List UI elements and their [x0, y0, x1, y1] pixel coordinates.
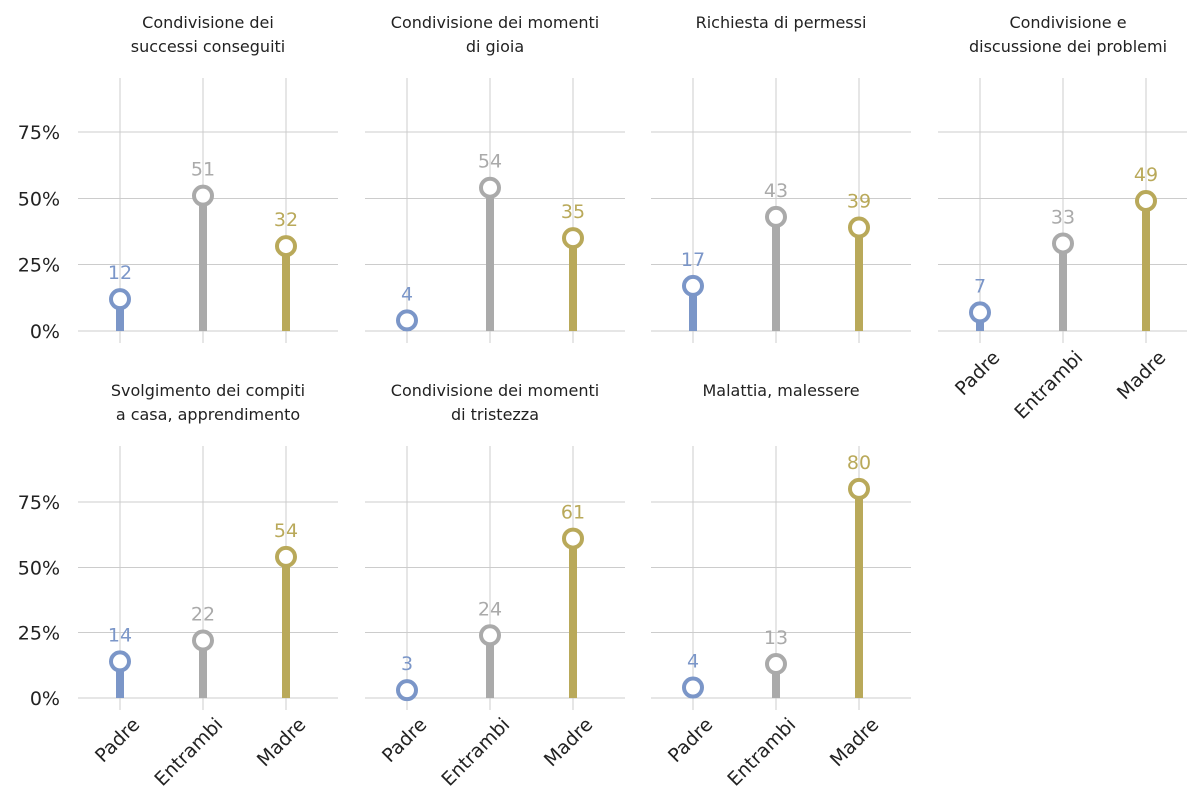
lollipop-stem [199, 640, 207, 698]
panel-title: successi conseguiti [131, 37, 285, 56]
x-tick-label: Padre [378, 714, 431, 767]
x-tick-label: Padre [951, 347, 1004, 400]
y-tick-label: 25% [18, 623, 60, 645]
panel-title: Malattia, malessere [702, 381, 859, 400]
lollipop-head [275, 235, 297, 258]
lollipop-stem [772, 664, 780, 698]
data-label: 35 [561, 201, 585, 223]
lollipop-stem [1059, 243, 1067, 331]
lollipop-stem [282, 556, 290, 698]
x-tick-label: Madre [253, 714, 310, 771]
data-label: 80 [847, 452, 871, 474]
panel-7: Malattia, malessere 4 13 80 Padre Entrambi Mad… [651, 381, 911, 791]
lollipop-stem [116, 661, 124, 698]
lollipop-stem [855, 488, 863, 698]
panel-1: Condivisione dei successi conseguiti 0% 25%… [18, 13, 338, 343]
lollipop-head [396, 679, 418, 702]
y-tick-label: 0% [30, 688, 60, 710]
data-label: 61 [561, 502, 585, 524]
data-label: 4 [687, 651, 699, 673]
lollipop-head [848, 216, 870, 239]
data-label: 7 [974, 275, 986, 297]
panel-title: di gioia [466, 37, 524, 56]
y-tick-label: 50% [18, 557, 60, 579]
lollipop-head [1052, 232, 1074, 255]
data-label: 14 [108, 624, 132, 646]
lollipop-stem [486, 187, 494, 331]
panel-title: a casa, apprendimento [116, 405, 300, 424]
lollipop-head [682, 274, 704, 297]
lollipop-head [1135, 189, 1157, 212]
y-tick-label: 0% [30, 321, 60, 343]
panel-title: discussione dei problemi [969, 37, 1167, 56]
lollipop-head [969, 301, 991, 324]
x-tick-label: Entrambi [723, 714, 800, 791]
x-tick-label: Padre [664, 714, 717, 767]
x-tick-label: Madre [540, 714, 597, 771]
lollipop-head [765, 205, 787, 228]
y-tick-label: 25% [18, 255, 60, 277]
lollipop-stem [855, 227, 863, 331]
lollipop-stem [1142, 200, 1150, 331]
data-label: 51 [191, 159, 215, 181]
lollipop-stem [116, 299, 124, 331]
data-label: 12 [108, 262, 132, 284]
lollipop-stem [486, 635, 494, 698]
panel-title: di tristezza [451, 405, 539, 424]
panel-4: Condivisione e discussione dei problemi 7 3… [938, 13, 1187, 424]
data-label: 43 [764, 180, 788, 202]
x-tick-label: Padre [91, 714, 144, 767]
y-tick-label: 75% [18, 492, 60, 514]
data-label: 22 [191, 604, 215, 626]
data-label: 17 [681, 249, 705, 271]
lollipop-stem [569, 538, 577, 698]
data-label: 49 [1134, 164, 1158, 186]
panel-title: Svolgimento dei compiti [111, 381, 305, 400]
x-tick-label: Madre [826, 714, 883, 771]
data-label: 3 [401, 653, 413, 675]
lollipop-head [275, 545, 297, 568]
panel-3: Richiesta di permessi 17 43 39 [651, 13, 911, 343]
data-label: 33 [1051, 206, 1075, 228]
lollipop-head [109, 288, 131, 311]
data-label: 39 [847, 191, 871, 213]
lollipop-head [479, 176, 501, 199]
panel-title: Richiesta di permessi [696, 13, 867, 32]
lollipop-head [562, 527, 584, 550]
lollipop-stem [689, 285, 697, 331]
lollipop-head [848, 477, 870, 500]
data-label: 24 [478, 598, 502, 620]
x-tick-label: Entrambi [437, 714, 514, 791]
panel-title: Condivisione dei momenti [391, 381, 599, 400]
lollipop-head [396, 309, 418, 332]
lollipop-stem [282, 246, 290, 331]
lollipop-head [562, 227, 584, 250]
lollipop-stem [199, 195, 207, 331]
panel-6: Condivisione dei momenti di tristezza 3 24 6… [365, 381, 625, 791]
lollipop-head [479, 624, 501, 647]
lollipop-head [682, 676, 704, 699]
data-label: 32 [274, 209, 298, 231]
panel-2: Condivisione dei momenti di gioia 4 54 35 [365, 13, 625, 343]
panel-title: Condivisione dei [142, 13, 274, 32]
data-label: 4 [401, 283, 413, 305]
lollipop-stem [569, 238, 577, 331]
x-tick-label: Entrambi [1010, 347, 1087, 424]
lollipop-head [192, 184, 214, 207]
y-tick-label: 50% [18, 188, 60, 210]
lollipop-head [109, 650, 131, 673]
x-tick-label: Entrambi [150, 714, 227, 791]
x-tick-label: Madre [1113, 347, 1170, 404]
panel-5: Svolgimento dei compiti a casa, apprendim… [18, 381, 338, 791]
data-label: 54 [478, 151, 502, 173]
panel-title: Condivisione e [1009, 13, 1126, 32]
lollipop-head [765, 653, 787, 676]
panel-title: Condivisione dei momenti [391, 13, 599, 32]
lollipop-head [192, 629, 214, 652]
lollipop-stem [772, 216, 780, 331]
y-tick-label: 75% [18, 122, 60, 144]
data-label: 54 [274, 520, 298, 542]
data-label: 13 [764, 627, 788, 649]
